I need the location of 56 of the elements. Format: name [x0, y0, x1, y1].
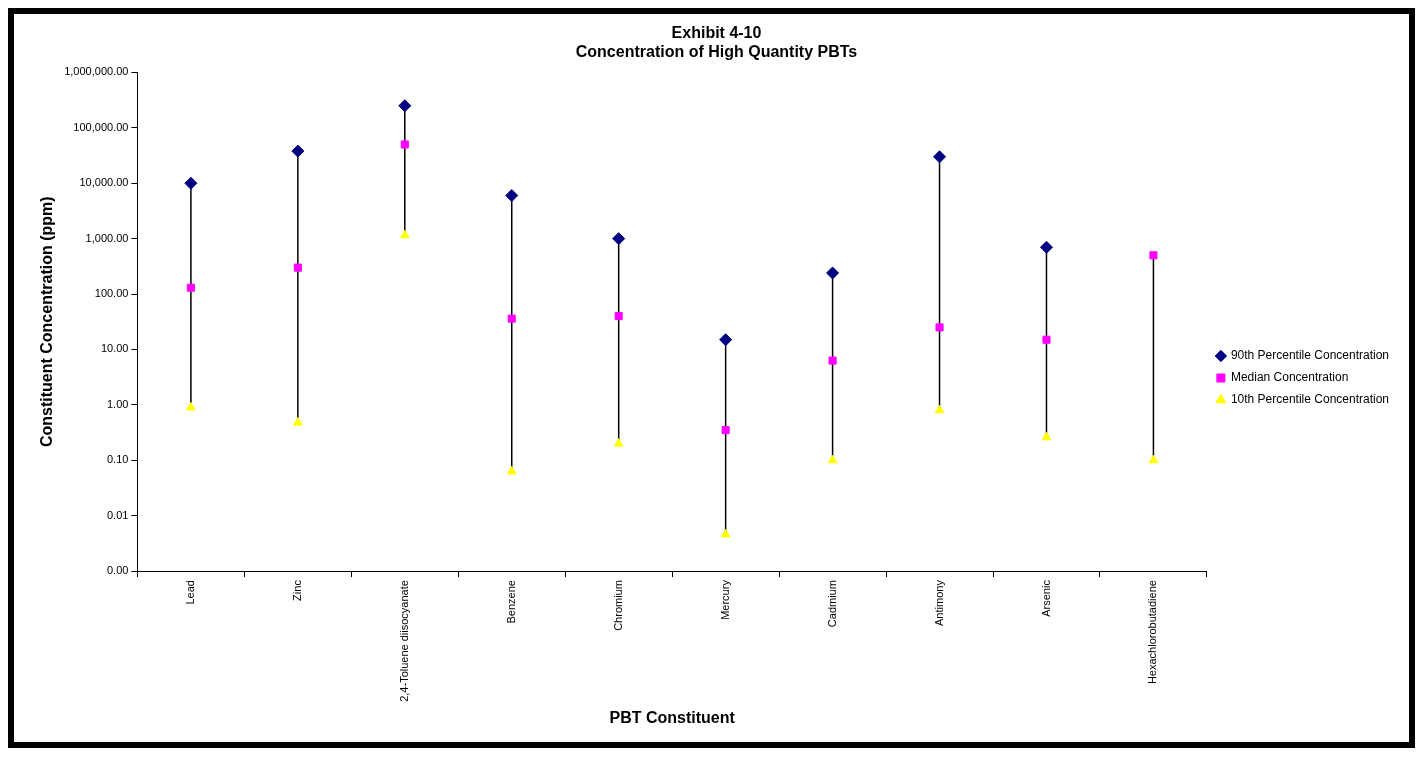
point: [612, 232, 626, 246]
point: [721, 426, 730, 435]
point: [720, 528, 731, 538]
legend-label: 90th Percentile Concentration: [1230, 348, 1390, 363]
y-axis-title: Constituent Concentration (ppm): [38, 196, 56, 448]
point: [719, 333, 733, 347]
point: [1149, 251, 1158, 260]
point: [505, 189, 519, 203]
x-tick-label: Benzene: [504, 580, 517, 624]
y-tick-label: 10,000.00: [79, 176, 129, 189]
point: [293, 417, 303, 426]
point: [398, 99, 412, 113]
x-tick-label: Chromium: [611, 580, 624, 631]
text: Exhibit 4-10: [671, 24, 762, 42]
x-tick-label: Arsenic: [1039, 579, 1052, 617]
x-axis-title: PBT Constituent: [609, 708, 736, 726]
point: [827, 454, 838, 464]
point: [613, 438, 624, 447]
x-tick-label: Cadmium: [825, 580, 838, 628]
y-tick-label: 10.00: [100, 342, 129, 355]
x-tick-label: Zinc: [290, 579, 303, 601]
point: [400, 140, 409, 149]
text: Concentration of High Quantity PBTs: [575, 43, 858, 61]
point: [507, 314, 516, 323]
y-tick-label: 0.10: [107, 453, 129, 466]
y-tick-label: 0.01: [107, 508, 129, 521]
y-tick-label: 100.00: [94, 287, 129, 300]
y-tick-label: 1,000.00: [85, 231, 129, 244]
y-tick-label: 1,000,000.00: [64, 65, 129, 78]
point: [826, 266, 840, 280]
y-tick-label: 0.00: [107, 564, 129, 577]
y-tick-label: 100,000.00: [73, 120, 129, 133]
point: [934, 404, 945, 414]
point: [293, 263, 302, 272]
x-tick-label: Hexachlorobutadiene: [1146, 580, 1159, 685]
point: [614, 312, 623, 321]
point: [933, 150, 947, 164]
point: [184, 176, 198, 190]
point: [1148, 454, 1159, 464]
x-tick-label: Mercury: [718, 579, 731, 620]
x-tick-label: Antimony: [932, 579, 945, 626]
point: [399, 229, 410, 239]
point: [1041, 431, 1052, 441]
point: [828, 356, 837, 365]
point: [1039, 240, 1053, 254]
point: [506, 465, 517, 475]
x-tick-label: Lead: [183, 580, 196, 605]
point: [1042, 335, 1051, 344]
point: [186, 283, 195, 292]
point: [291, 144, 305, 158]
legend-label: 10th Percentile Concentration: [1230, 392, 1390, 407]
y-tick-label: 1.00: [107, 397, 129, 410]
legend-label: Median Concentration: [1230, 370, 1349, 385]
point: [186, 401, 196, 411]
x-tick-label: 2,4-Toluene diisocyanate: [397, 580, 410, 702]
point: [935, 323, 944, 332]
